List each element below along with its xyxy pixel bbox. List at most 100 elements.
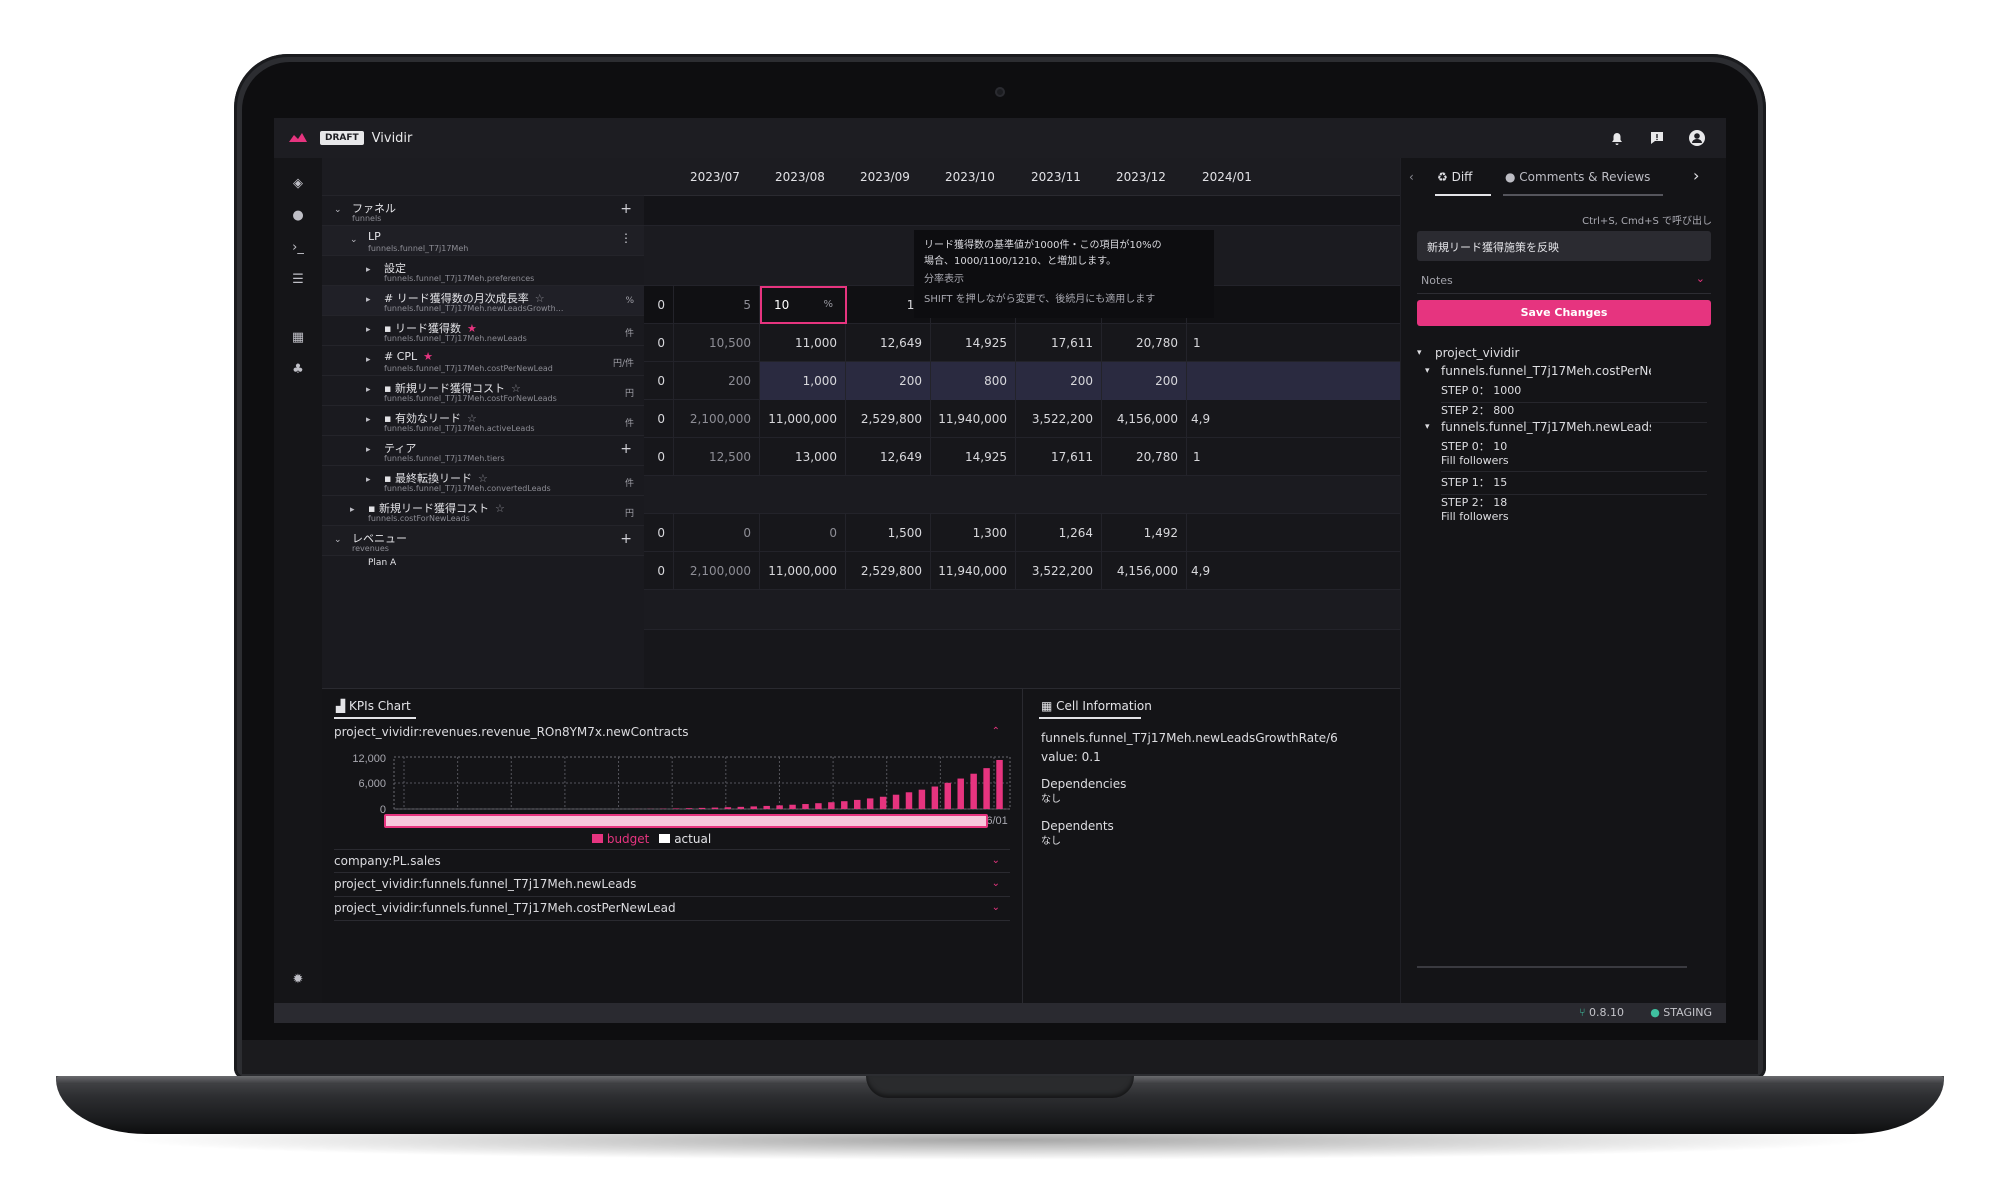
grid-cell[interactable]: 2,529,800 xyxy=(846,400,931,438)
save-changes-button[interactable]: Save Changes xyxy=(1417,300,1711,326)
grid-cell[interactable]: 0 xyxy=(644,362,674,400)
grid-cell[interactable]: 12,500 xyxy=(674,438,760,476)
chevron-down-icon[interactable]: ⌄ xyxy=(991,878,1000,889)
settings-gear-icon[interactable]: ✹ xyxy=(292,971,304,987)
grid-cell-highlighted[interactable]: 200 xyxy=(1016,362,1102,400)
horizontal-scrollbar[interactable] xyxy=(1417,966,1687,968)
grid-cell[interactable]: 5 xyxy=(674,286,760,324)
grid-cell[interactable]: 2,100,000 xyxy=(674,400,760,438)
grid-cell[interactable]: 1,300 xyxy=(931,514,1016,552)
month-col-header[interactable]: 2023/07 xyxy=(690,170,740,184)
layers-icon[interactable]: ◈ xyxy=(293,175,303,191)
tree-row-settings[interactable]: ▸ 設定 funnels.funnel_T7j17Meh.preferences xyxy=(322,256,644,286)
chevron-up-icon[interactable]: ⌃ xyxy=(991,726,1000,737)
grid-cell[interactable]: 13,000 xyxy=(760,438,846,476)
grid-cell-highlighted[interactable]: 200 xyxy=(846,362,931,400)
grid-cell[interactable]: 17,611 xyxy=(1016,438,1102,476)
tab-diff[interactable]: ♻ Diff xyxy=(1437,170,1472,184)
grid-cell[interactable]: 11,940,000 xyxy=(931,552,1016,590)
range-slider[interactable] xyxy=(384,814,988,828)
notes-dropdown[interactable]: Notes ⌄ xyxy=(1417,268,1711,294)
grid-cell[interactable]: 1,500 xyxy=(846,514,931,552)
chevron-right-icon[interactable]: ▸ xyxy=(366,265,371,275)
chevron-down-icon[interactable]: ⌄ xyxy=(991,902,1000,913)
tree-row-tiers[interactable]: ▸ ティア funnels.funnel_T7j17Meh.tiers + xyxy=(322,436,644,466)
star-outline-icon[interactable]: ☆ xyxy=(510,382,521,395)
star-outline-icon[interactable]: ☆ xyxy=(477,472,488,485)
grid-cell[interactable]: 11,940,000 xyxy=(931,400,1016,438)
account-icon[interactable] xyxy=(1686,127,1708,149)
grid-cell[interactable]: 1,264 xyxy=(1016,514,1102,552)
caret-down-icon[interactable]: ▾ xyxy=(1425,366,1430,376)
chevron-right-icon[interactable]: ▸ xyxy=(366,355,371,365)
grid-cell[interactable]: 4,156,000 xyxy=(1102,552,1187,590)
star-filled-icon[interactable]: ★ xyxy=(423,350,434,363)
chevron-right-icon[interactable]: ▸ xyxy=(366,475,371,485)
grid-cell[interactable]: 14,925 xyxy=(931,324,1016,362)
grid-cell[interactable]: 0 xyxy=(644,324,674,362)
chevron-right-icon[interactable]: ▸ xyxy=(366,325,371,335)
grid-cell[interactable]: 14,925 xyxy=(931,438,1016,476)
chevron-right-icon[interactable]: ▸ xyxy=(366,385,371,395)
tree-row-revenues[interactable]: ⌄ レベニュー revenues + xyxy=(322,526,644,556)
month-col-header[interactable]: 2023/09 xyxy=(860,170,910,184)
grid-cell[interactable]: 0 xyxy=(674,514,760,552)
kpi-series-item[interactable]: company:PL.sales ⌄ xyxy=(334,849,1010,873)
chevron-down-icon[interactable]: ⌄ xyxy=(334,205,342,215)
grid-cell[interactable]: 11,000,000 xyxy=(760,400,846,438)
grid-cell-highlighted[interactable]: 1,000 xyxy=(760,362,846,400)
app-logo-icon[interactable] xyxy=(286,126,310,150)
grid-cell[interactable]: 0 xyxy=(644,552,674,590)
kpi-series-item[interactable]: project_vividir:funnels.funnel_T7j17Meh.… xyxy=(334,873,1010,897)
grid-cell[interactable]: 4,156,000 xyxy=(1102,400,1187,438)
info-icon[interactable]: ● xyxy=(292,207,304,223)
grid-cell[interactable]: 0 xyxy=(644,514,674,552)
grid-cell[interactable]: 11,000 xyxy=(760,324,846,362)
chevron-left-icon[interactable]: ‹ xyxy=(1409,170,1414,184)
tree-row-active-leads[interactable]: ▸ ▪ 有効なリード ☆ funnels.funnel_T7j17Meh.acti… xyxy=(322,406,644,436)
chevron-right-icon[interactable]: › xyxy=(1693,166,1700,185)
more-vertical-icon[interactable]: ⋮ xyxy=(620,231,632,245)
add-icon[interactable]: + xyxy=(620,441,632,457)
tree-row-growth-rate[interactable]: ▸ # リード獲得数の月次成長率 ☆ funnels.funnel_T7j17Me… xyxy=(322,286,644,316)
month-col-header[interactable]: 2023/11 xyxy=(1031,170,1081,184)
chevron-right-icon[interactable]: ▸ xyxy=(350,505,355,515)
grid-cell[interactable]: 2,100,000 xyxy=(674,552,760,590)
grid-cell[interactable]: 0 xyxy=(760,514,846,552)
caret-down-icon[interactable]: ▾ xyxy=(1425,422,1430,432)
kpi-series-item[interactable]: project_vividir:funnels.funnel_T7j17Meh.… xyxy=(334,897,1010,921)
commit-message-input[interactable]: 新規リード獲得施策を反映 xyxy=(1417,231,1711,261)
grid-cell[interactable]: 11,000,000 xyxy=(760,552,846,590)
tree-row-cost-new-leads[interactable]: ▸ ▪ 新規リード獲得コスト ☆ funnels.funnel_T7j17Meh.… xyxy=(322,376,644,406)
tree-row-cost-total[interactable]: ▸ ▪ 新規リード獲得コスト ☆ funnels.costForNewLeads … xyxy=(322,496,644,526)
grid-icon[interactable]: ▦ xyxy=(291,329,305,345)
grid-cell[interactable]: 2,529,800 xyxy=(846,552,931,590)
tree-row-funnels[interactable]: ⌄ ファネル funnels + xyxy=(322,196,644,226)
tab-comments[interactable]: ● Comments & Reviews xyxy=(1505,170,1650,184)
grid-cell-highlighted[interactable]: 800 xyxy=(931,362,1016,400)
chevron-right-icon[interactable]: ▸ xyxy=(366,445,371,455)
star-outline-icon[interactable]: ☆ xyxy=(466,412,477,425)
grid-cell[interactable]: 20,780 xyxy=(1102,438,1187,476)
sliders-icon[interactable]: ☰ xyxy=(292,271,304,287)
legend-item-actual[interactable]: actual xyxy=(659,832,711,846)
grid-cell[interactable]: 0 xyxy=(644,400,674,438)
month-col-header[interactable]: 2024/01 xyxy=(1202,170,1252,184)
grid-cell[interactable]: 12,649 xyxy=(846,324,931,362)
grid-cell[interactable]: 10,500 xyxy=(674,324,760,362)
chevron-down-icon[interactable]: ⌄ xyxy=(991,855,1000,866)
tree-row-converted-leads[interactable]: ▸ ▪ 最終転換リード ☆ funnels.funnel_T7j17Meh.con… xyxy=(322,466,644,496)
chevron-right-icon[interactable]: ▸ xyxy=(366,415,371,425)
cell-editor[interactable]: 10 % xyxy=(760,286,847,324)
grid-cell[interactable]: 17,611 xyxy=(1016,324,1102,362)
month-col-header[interactable]: 2023/08 xyxy=(775,170,825,184)
grid-cell[interactable]: 20,780 xyxy=(1102,324,1187,362)
star-outline-icon[interactable]: ☆ xyxy=(534,292,545,305)
grid-cell[interactable]: 1,492 xyxy=(1102,514,1187,552)
month-col-header[interactable]: 2023/10 xyxy=(945,170,995,184)
grid-cell[interactable]: 0 xyxy=(644,438,674,476)
chevron-down-icon[interactable]: ⌄ xyxy=(350,235,358,245)
grid-cell[interactable]: 12,649 xyxy=(846,438,931,476)
legend-item-budget[interactable]: budget xyxy=(592,832,649,846)
grid-cell[interactable]: 3,522,200 xyxy=(1016,400,1102,438)
